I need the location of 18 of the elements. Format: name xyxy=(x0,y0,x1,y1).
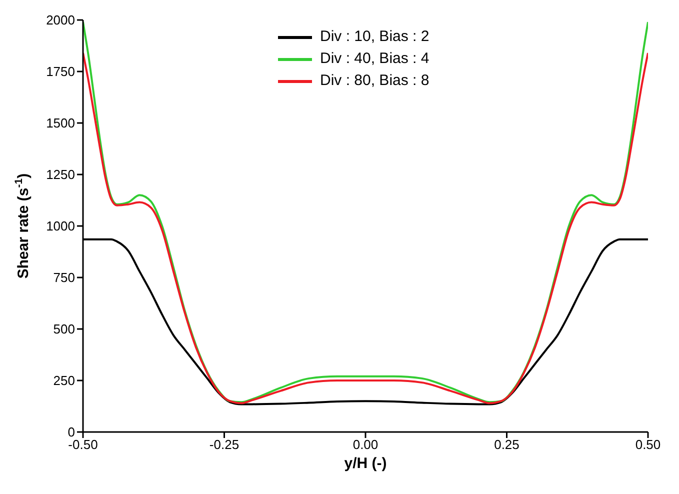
x-tick-label: -0.25 xyxy=(209,437,240,452)
y-tick-label: 250 xyxy=(53,373,75,388)
y-tick-label: 750 xyxy=(53,270,75,286)
y-tick-label: 1750 xyxy=(46,64,75,80)
x-tick-label: 0.25 xyxy=(494,437,520,452)
legend-label: Div : 80, Bias : 8 xyxy=(320,71,430,91)
x-axis-title: y/H (-) xyxy=(344,455,387,472)
x-tick-label: 0.00 xyxy=(352,437,378,452)
y-tick-label: 500 xyxy=(53,322,75,337)
y-tick-label: 1250 xyxy=(46,167,75,182)
y-tick-label: 0 xyxy=(68,424,75,440)
legend-label: Div : 40, Bias : 4 xyxy=(320,49,430,69)
x-tick-label: 0.50 xyxy=(635,437,661,452)
y-tick-label: 1000 xyxy=(46,218,75,234)
y-tick-label: 2000 xyxy=(46,12,75,28)
y-tick-label: 1500 xyxy=(46,116,75,131)
legend-label: Div : 10, Bias : 2 xyxy=(320,27,430,47)
x-tick-label: -0.50 xyxy=(68,437,98,452)
